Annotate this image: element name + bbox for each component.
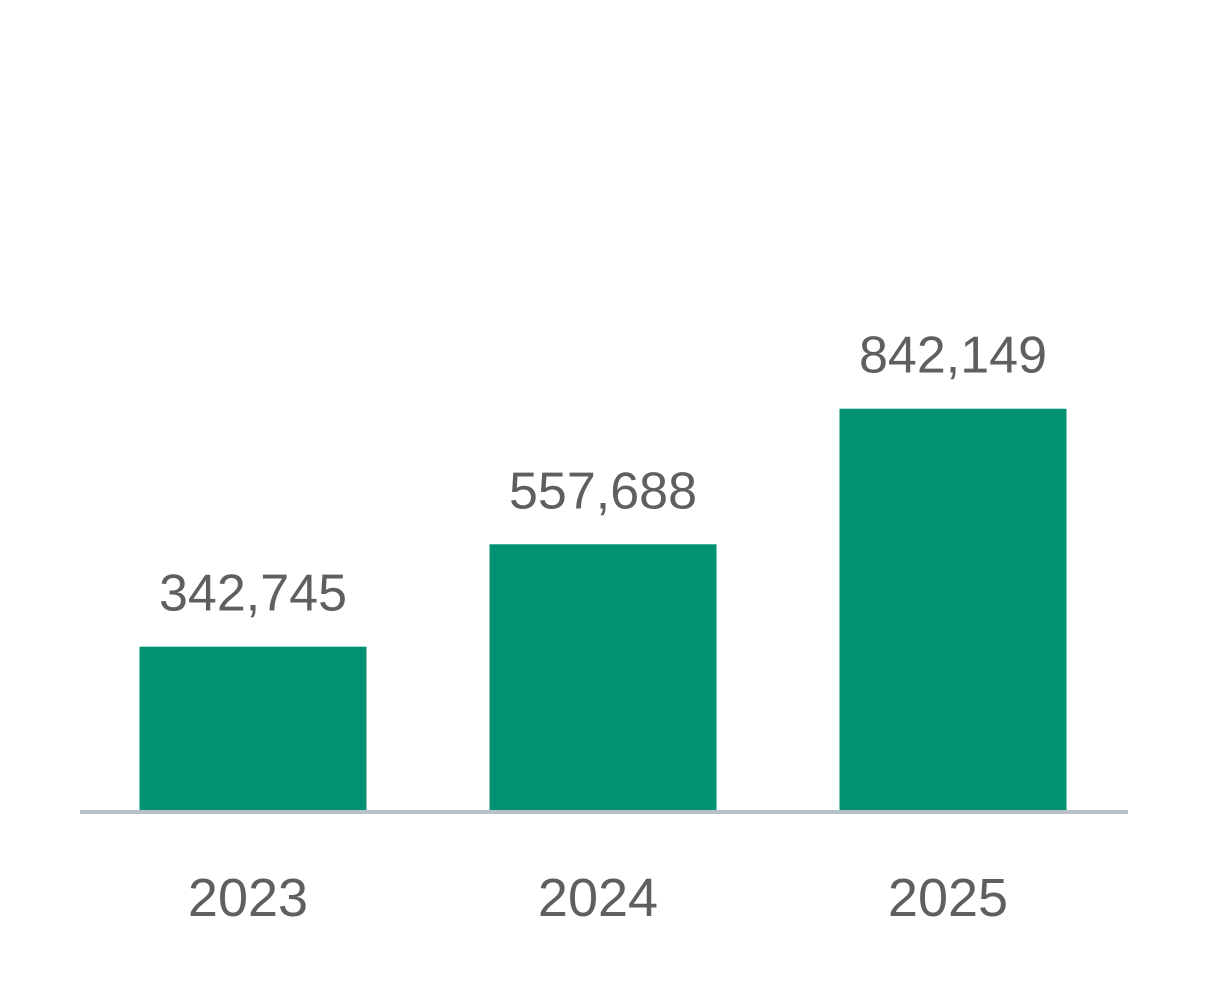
value-label-2024: 557,688 bbox=[509, 462, 697, 520]
category-label-2024: 2024 bbox=[538, 868, 658, 928]
category-label-2025: 2025 bbox=[888, 868, 1008, 928]
bar-2024 bbox=[489, 544, 717, 810]
category-label-2023: 2023 bbox=[188, 868, 308, 928]
value-label-2023: 342,745 bbox=[159, 565, 347, 623]
bar-2023 bbox=[139, 646, 367, 810]
bars-layer bbox=[139, 408, 1067, 810]
value-label-2025: 842,149 bbox=[859, 327, 1047, 385]
labels-layer: 342,745 2023 557,688 2024 842,149 2025 bbox=[159, 327, 1047, 928]
bar-2025 bbox=[839, 408, 1067, 810]
